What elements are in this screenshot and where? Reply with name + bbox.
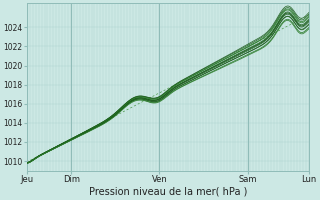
X-axis label: Pression niveau de la mer( hPa ): Pression niveau de la mer( hPa ): [89, 187, 247, 197]
